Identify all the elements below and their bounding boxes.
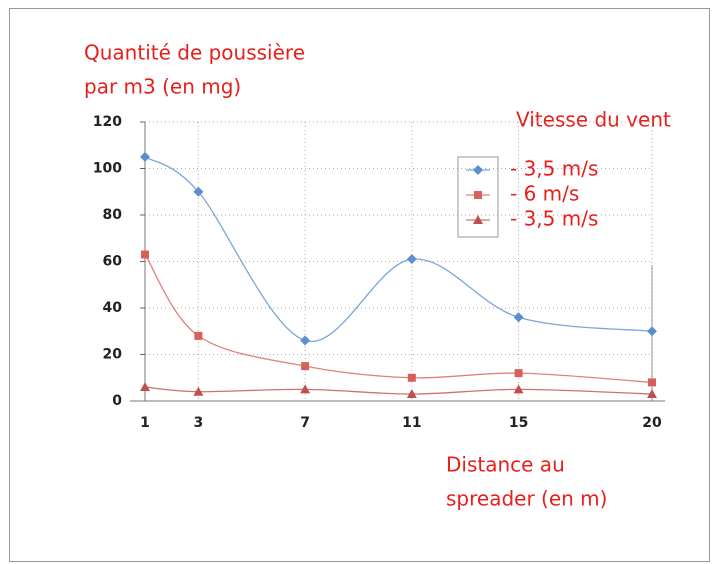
legend-box (457, 156, 499, 238)
marker (193, 386, 204, 396)
marker (513, 312, 524, 323)
marker (514, 369, 523, 378)
y-tick-label: 0 (112, 393, 122, 409)
x-tick-label: 7 (300, 415, 310, 431)
marker (300, 384, 311, 394)
y-axis-label: par m3 (en mg) (84, 75, 241, 99)
marker (141, 250, 149, 259)
marker (407, 373, 416, 382)
marker (193, 186, 204, 197)
x-tick-label: 1 (140, 415, 150, 431)
x-tick-label: 3 (193, 415, 203, 431)
marker (647, 389, 657, 399)
legend-label: - 3,5 m/s (510, 157, 598, 181)
x-tick-label: 15 (509, 415, 528, 431)
y-tick-label: 20 (103, 347, 123, 363)
legend-marker (473, 165, 483, 175)
marker (300, 335, 311, 346)
marker (140, 151, 150, 162)
marker (140, 382, 150, 392)
x-axis-label: spreader (en m) (446, 487, 607, 511)
marker (648, 378, 656, 387)
frame (9, 8, 710, 562)
marker (406, 254, 417, 265)
x-tick-label: 20 (642, 415, 662, 431)
legend-title: Vitesse du vent (516, 108, 671, 132)
marker (406, 389, 417, 399)
legend-label: - 6 m/s (510, 182, 579, 206)
y-tick-label: 100 (93, 161, 122, 177)
y-tick-label: 80 (103, 207, 123, 223)
x-tick-label: 11 (402, 415, 421, 431)
y-tick-label: 120 (93, 114, 122, 130)
marker (647, 326, 657, 337)
series-line (144, 254, 653, 384)
y-axis-label: Quantité de poussière (84, 41, 305, 65)
y-tick-label: 60 (103, 254, 123, 270)
marker (194, 331, 203, 340)
y-tick-label: 40 (103, 300, 123, 316)
legend-marker (473, 215, 483, 224)
legend-label: - 3,5 m/s (510, 207, 598, 231)
legend-marker (474, 191, 482, 199)
x-axis-label: Distance au (446, 453, 565, 477)
marker (513, 384, 524, 394)
marker (301, 362, 310, 371)
